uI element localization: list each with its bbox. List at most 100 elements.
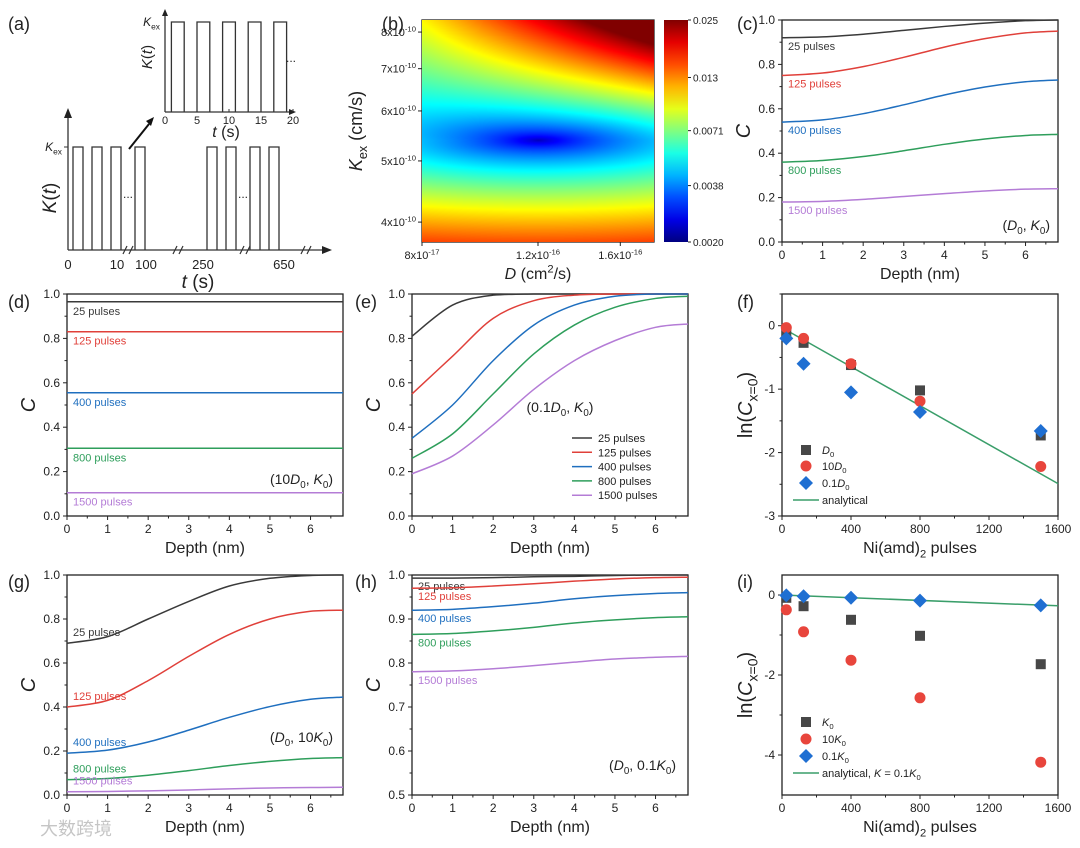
curve-400-pulses	[781, 79, 1059, 123]
circle-marker	[800, 733, 812, 745]
x-tick-label: 100	[135, 257, 157, 272]
legend-label-part: D	[834, 461, 842, 473]
curve-label: 800 pulses	[73, 764, 127, 776]
axis-break-icon	[300, 245, 312, 255]
diamond-marker	[844, 385, 858, 400]
panel-annotation-part: K	[574, 399, 584, 415]
legend-label-part: 0.1	[822, 478, 837, 490]
y-tick-label: 0.4	[388, 420, 405, 434]
y-tick-label: 1.0	[758, 13, 775, 27]
legend-label-part: 10	[822, 734, 834, 746]
circle-marker	[845, 358, 857, 370]
curve-800-pulses	[411, 295, 689, 459]
panel-annotation-part: 0	[561, 408, 567, 419]
y-tick-label: 0.0	[758, 235, 775, 249]
y-axis-label-part: t	[40, 188, 61, 194]
panel-annotation-part: D	[290, 471, 300, 487]
legend-label-part: K	[837, 751, 845, 763]
curve-label: 400 pulses	[73, 397, 127, 409]
x-tick-label: 6	[1022, 248, 1029, 262]
y-tick-label: 0.0	[388, 509, 405, 523]
x-tick-label: 3	[900, 248, 907, 262]
panel-label-a: (a)	[8, 14, 30, 34]
x-axis-label-part: Depth (nm)	[165, 819, 245, 836]
square-marker	[798, 601, 809, 612]
inset-x-tick-label: 0	[162, 115, 168, 127]
y-tick-label: 0.5	[388, 788, 405, 802]
watermark: 大数跨境	[40, 819, 112, 840]
y-axis-label-part: ex	[356, 145, 370, 159]
colorbar-tick-label: 0.025	[693, 16, 718, 27]
legend-label-part: 0.1	[822, 751, 837, 763]
axis-break-icon	[122, 245, 134, 255]
square-marker	[801, 445, 811, 455]
x-tick-label: 650	[273, 257, 295, 272]
curve-25-pulses	[411, 574, 688, 579]
x-axis-label-part: 2	[547, 263, 553, 275]
panel-e: 0 1 2 3 4 5 6 0.0 0.2 0.4 0.6 0.8 1.0 Depth (nm) C 25 p…	[363, 287, 689, 557]
y-axis-label-part: C	[18, 677, 40, 692]
legend-label: analytical, K = 0.1K0	[822, 768, 921, 782]
x-tick-label: 3	[185, 801, 192, 815]
y-tick-label: -2	[764, 446, 775, 460]
y-tick-label-part: -10	[405, 61, 416, 70]
y-axis-label-part: C	[363, 677, 385, 692]
analytical-line	[785, 329, 1059, 485]
y-tick-label: 7x10-10	[381, 61, 416, 76]
colorbar-tick-label: 0.0071	[693, 127, 724, 138]
panel-annotation-part: )	[328, 471, 333, 487]
diamond-marker	[799, 476, 813, 490]
panel-annotation-part: 0	[323, 738, 329, 749]
x-tick-label: 4	[571, 801, 578, 815]
curve-800-pulses	[411, 616, 689, 636]
curve-400-pulses	[411, 293, 688, 439]
panel-annotation: (D0, K0)	[1003, 217, 1051, 237]
curve-1500-pulses	[781, 187, 1059, 203]
pulse	[110, 146, 122, 250]
inset-x-tick-label: 5	[194, 115, 200, 127]
panel-label-i: (i)	[737, 572, 753, 592]
inset-y-axis-label-part: (	[139, 54, 156, 59]
y-tick-label: 8x10-10	[381, 24, 416, 39]
legend-label-part: analytical,	[822, 768, 874, 780]
panel-annotation: (D0, 10K0)	[270, 729, 333, 749]
x-tick-label: 1600	[1045, 801, 1072, 815]
x-tick-label: 1	[104, 522, 111, 536]
x-tick-label: 1200	[976, 522, 1003, 536]
x-axis-label: Depth (nm)	[165, 819, 245, 836]
curve-label: 125 pulses	[73, 336, 127, 348]
x-tick-label: 1200	[976, 801, 1003, 815]
inset-x-axis-label-part: (s)	[217, 124, 240, 141]
curve-label: 1500 pulses	[788, 205, 848, 217]
x-tick-label: 4	[941, 248, 948, 262]
inset-level-label-part: ex	[151, 21, 161, 31]
x-tick-label: 4	[226, 522, 233, 536]
x-tick-label: 2	[145, 522, 152, 536]
y-axis-label-part: (	[40, 194, 61, 201]
legend-label-part: 0	[830, 450, 834, 459]
inset-y-axis-label-part: t	[139, 49, 156, 54]
y-axis-label: Kex (cm/s)	[346, 91, 370, 171]
legend-label-part: K	[822, 717, 830, 729]
legend-label: K0	[822, 717, 834, 731]
legend-label-part: 0	[845, 483, 849, 492]
x-tick-label: 0	[779, 522, 786, 536]
x-axis-label-part: Ni(amd)	[863, 540, 920, 557]
panel-annotation-part: ,	[566, 399, 574, 415]
curve-label: 125 pulses	[418, 591, 472, 603]
panel-annotation-part: (	[270, 729, 275, 745]
y-axis-label: ln(Cx=0)	[735, 372, 761, 438]
x-tick-label: 800	[910, 522, 930, 536]
y-axis-label-part: ln(	[735, 696, 757, 719]
panel-f: 0 400 800 1200 1600 -3 -2 -1 0 Ni(amd)2 pulses ln(…	[735, 293, 1072, 561]
x-tick-label: 4	[571, 522, 578, 536]
panel-annotation-part: K	[314, 471, 324, 487]
y-tick-label-part: -10	[405, 215, 416, 224]
x-axis-label: Depth (nm)	[880, 266, 960, 283]
pulse	[225, 146, 237, 250]
pulse	[249, 146, 261, 250]
panel-annotation-part: D	[614, 757, 624, 773]
